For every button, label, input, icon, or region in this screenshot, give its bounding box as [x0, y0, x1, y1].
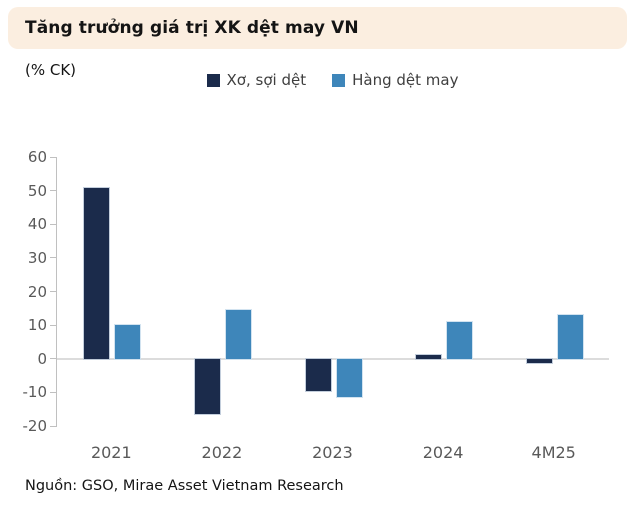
y-axis-tick: [50, 324, 57, 326]
bar-2024-series0: [416, 354, 442, 359]
y-axis-tick-label: 20: [27, 282, 47, 301]
legend-label-fiber: Xơ, sợi dệt: [226, 71, 307, 89]
y-axis-tick-label: -10: [22, 383, 48, 402]
x-axis-label-2023: 2023: [312, 443, 353, 462]
bar-2022-series0: [194, 358, 220, 415]
bar-4M25-series1: [557, 314, 583, 359]
y-axis-unit-label: (% CK): [25, 61, 77, 79]
legend-swatch-fiber: [206, 73, 220, 87]
y-axis-tick: [50, 223, 57, 225]
y-axis-tick-label: 40: [27, 215, 47, 234]
y-axis-tick-label: 30: [27, 248, 47, 267]
zero-gridline: [57, 357, 609, 360]
bar-2021-series0: [84, 187, 110, 359]
legend-item-garment: Hàng dệt may: [332, 71, 458, 89]
bar-2023-series0: [305, 358, 331, 391]
bar-2023-series1: [336, 358, 362, 398]
x-axis-label-2021: 2021: [90, 443, 132, 462]
y-axis-tick-label: 0: [37, 349, 47, 368]
bar-2024-series1: [447, 321, 473, 359]
y-axis-tick: [50, 156, 57, 158]
legend-swatch-garment: [332, 73, 346, 87]
x-axis-label-4M25: 4M25: [531, 443, 576, 462]
title-band: Tăng trưởng giá trị XK dệt may VN: [8, 7, 627, 49]
y-axis-tick: [50, 257, 57, 259]
legend-item-fiber: Xơ, sợi dệt: [206, 71, 307, 89]
y-axis-tick: [50, 425, 57, 427]
bar-2021-series1: [115, 325, 141, 359]
y-axis-tick-label: 50: [27, 181, 47, 200]
plot-area: 60 50 40 30 20 10 0 -10 -20: [23, 148, 609, 435]
x-axis-label-2024: 2024: [422, 443, 464, 462]
page-title: Tăng trưởng giá trị XK dệt may VN: [25, 18, 359, 38]
y-axis-tick-label: -20: [22, 417, 48, 435]
bar-4M25-series0: [526, 358, 552, 364]
legend-label-garment: Hàng dệt may: [352, 71, 459, 89]
bar-2022-series1: [225, 309, 251, 359]
y-axis-tick: [50, 190, 57, 192]
y-axis-tick-label: 60: [27, 148, 47, 166]
y-axis-tick: [50, 358, 57, 360]
y-axis-tick-label: 10: [27, 316, 47, 335]
source-note: Nguồn: GSO, Mirae Asset Vietnam Research: [25, 478, 344, 494]
y-axis-tick: [50, 291, 57, 292]
y-axis-tick: [50, 391, 57, 393]
legend: Xơ, sợi dệt Hàng dệt may: [56, 71, 609, 89]
x-axis-label-2022: 2022: [201, 443, 243, 462]
